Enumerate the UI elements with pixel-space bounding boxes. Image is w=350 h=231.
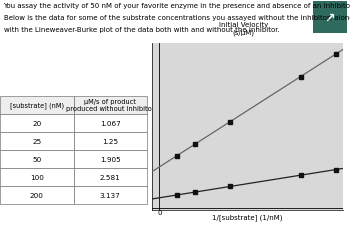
Text: Below is the data for some of the substrate concentrations you assayed without t: Below is the data for some of the substr… xyxy=(4,15,350,21)
Text: with the Lineweaver-Burke plot of the data both with and without the inhibitor.: with the Lineweaver-Burke plot of the da… xyxy=(4,27,279,33)
Text: ↗: ↗ xyxy=(325,11,335,24)
X-axis label: 1/[substrate] (1/nM): 1/[substrate] (1/nM) xyxy=(212,213,283,220)
Text: Initial Velocity
(s/μM): Initial Velocity (s/μM) xyxy=(219,22,268,36)
Text: 0: 0 xyxy=(157,209,162,215)
Text: You assay the activity of 50 nM of your favorite enzyme in the presence and abse: You assay the activity of 50 nM of your … xyxy=(4,3,350,9)
